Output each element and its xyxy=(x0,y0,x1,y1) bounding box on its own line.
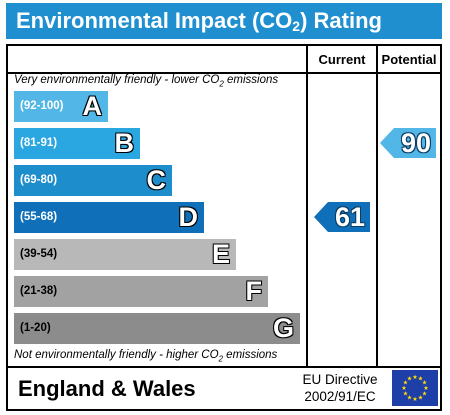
band-range-label: (21-38) xyxy=(20,285,58,297)
star-icon xyxy=(407,395,412,400)
star-icon xyxy=(403,391,408,396)
band-c: (69-80) C xyxy=(14,165,172,196)
band-range-label: (81-91) xyxy=(20,137,58,149)
band-range-label: (55-68) xyxy=(20,211,58,223)
star-icon xyxy=(418,376,423,381)
region-label: England & Wales xyxy=(18,376,196,401)
band-range-label: (92-100) xyxy=(20,100,64,112)
star-icon xyxy=(422,380,427,385)
bottom-note: Not environmentally friendly - higher CO… xyxy=(14,349,278,364)
star-icon xyxy=(412,396,418,401)
band-letter: D xyxy=(178,202,199,232)
column-divider xyxy=(376,46,378,366)
band-letter: B xyxy=(114,128,135,158)
band-b: (81-91) B xyxy=(14,128,140,159)
band-letter: E xyxy=(211,239,230,269)
footer: England & Wales EU Directive 2002/91/EC xyxy=(6,368,442,411)
eu-flag-icon xyxy=(392,370,438,406)
star-icon xyxy=(422,391,427,396)
band-g: (1-20) G xyxy=(14,313,300,344)
potential-column-header: Potential xyxy=(381,52,437,67)
header-divider xyxy=(8,72,440,74)
band-d: (55-68) D xyxy=(14,202,204,233)
band-f: (21-38) F xyxy=(14,276,268,307)
star-icon xyxy=(401,385,407,390)
current-column-header: Current xyxy=(318,52,366,67)
rating-chart: Current Potential Very environmentally f… xyxy=(6,44,442,368)
band-a: (92-100) A xyxy=(14,91,108,122)
eu-directive: EU Directive 2002/91/EC xyxy=(302,372,378,404)
current-rating-arrow: 61 xyxy=(314,202,370,232)
band-e: (39-54) E xyxy=(14,239,236,270)
band-range-label: (1-20) xyxy=(20,322,51,334)
star-icon xyxy=(407,376,412,381)
band-range-label: (69-80) xyxy=(20,174,58,186)
band-letter: C xyxy=(146,165,167,195)
star-icon xyxy=(403,380,408,385)
page-title: Environmental Impact (CO2) Rating xyxy=(6,3,442,39)
band-letter: A xyxy=(82,91,103,121)
band-letter: G xyxy=(272,313,294,343)
top-note: Very environmentally friendly - lower CO… xyxy=(14,74,279,89)
potential-rating-arrow: 90 xyxy=(380,128,436,158)
star-icon xyxy=(412,374,418,379)
star-icon xyxy=(418,395,423,400)
band-range-label: (39-54) xyxy=(20,248,58,260)
star-icon xyxy=(423,385,429,390)
column-divider xyxy=(306,46,308,366)
band-letter: F xyxy=(245,276,263,306)
